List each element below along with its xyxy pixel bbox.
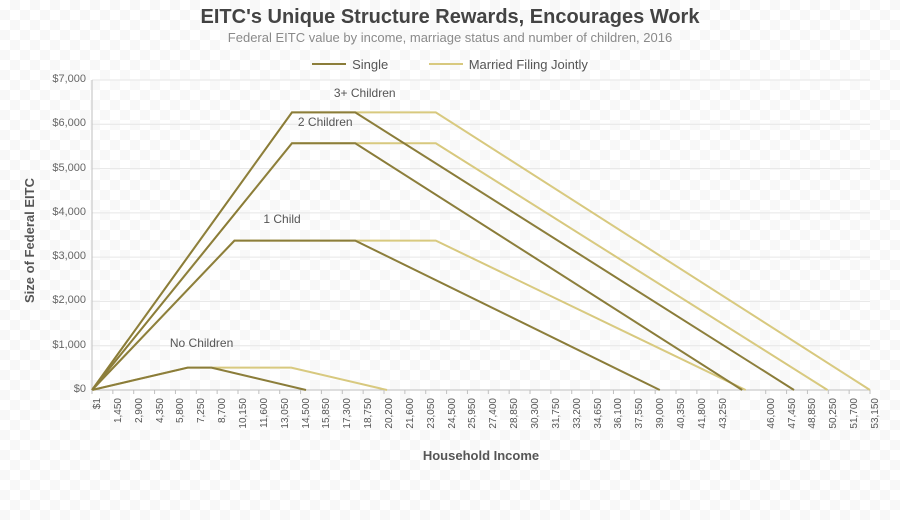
x-tick: 28,850 [509, 398, 520, 446]
x-tick: 50,250 [828, 398, 839, 446]
x-tick: 2,900 [134, 398, 145, 446]
x-tick: 23,050 [426, 398, 437, 446]
y-tick: $1,000 [38, 339, 86, 351]
chart-title: EITC's Unique Structure Rewards, Encoura… [0, 6, 900, 29]
x-tick: 24,500 [447, 398, 458, 446]
chart-container: { "title": {"text":"EITC's Unique Struct… [0, 0, 900, 520]
y-axis-label: Size of Federal EITC [22, 178, 37, 303]
x-tick: 36,100 [613, 398, 624, 446]
legend-item-single: Single [312, 57, 388, 72]
x-tick: 48,850 [807, 398, 818, 446]
x-tick: 5,800 [175, 398, 186, 446]
legend-swatch-single [312, 63, 346, 65]
x-tick: 47,450 [787, 398, 798, 446]
y-tick: $4,000 [38, 206, 86, 218]
y-tick: $5,000 [38, 162, 86, 174]
y-tick: $2,000 [38, 294, 86, 306]
x-tick: 13,050 [280, 398, 291, 446]
series-annotation: 3+ Children [334, 86, 396, 100]
legend: Single Married Filing Jointly [0, 52, 900, 72]
x-tick: 20,200 [384, 398, 395, 446]
x-tick: 39,000 [655, 398, 666, 446]
x-tick: 10,150 [238, 398, 249, 446]
x-tick: 18,750 [363, 398, 374, 446]
x-tick: 31,750 [551, 398, 562, 446]
series-annotation: No Children [170, 336, 233, 350]
x-tick: 30,300 [530, 398, 541, 446]
x-tick: 41,800 [697, 398, 708, 446]
x-tick: 7,250 [196, 398, 207, 446]
x-tick: 51,700 [849, 398, 860, 446]
legend-swatch-married [429, 63, 463, 65]
x-tick: 15,850 [321, 398, 332, 446]
series-annotation: 1 Child [263, 212, 300, 226]
x-tick: 1,450 [113, 398, 124, 446]
x-tick: $1 [92, 398, 103, 446]
series-annotation: 2 Children [298, 115, 353, 129]
x-tick: 17,300 [342, 398, 353, 446]
x-tick: 37,550 [634, 398, 645, 446]
x-tick: 4,350 [155, 398, 166, 446]
legend-label: Single [352, 57, 388, 72]
x-tick: 14,500 [301, 398, 312, 446]
y-tick: $6,000 [38, 117, 86, 129]
x-tick: 43,250 [718, 398, 729, 446]
x-tick: 25,950 [467, 398, 478, 446]
x-tick: 33,200 [572, 398, 583, 446]
chart-subtitle: Federal EITC value by income, marriage s… [0, 30, 900, 45]
x-tick: 46,000 [766, 398, 777, 446]
legend-label: Married Filing Jointly [469, 57, 588, 72]
legend-item-married: Married Filing Jointly [429, 57, 588, 72]
x-tick: 34,650 [593, 398, 604, 446]
x-tick: 11,600 [259, 398, 270, 446]
y-tick: $7,000 [38, 73, 86, 85]
x-tick: 53,150 [870, 398, 881, 446]
x-tick: 21,600 [405, 398, 416, 446]
x-tick: 27,400 [488, 398, 499, 446]
x-tick: 8,700 [217, 398, 228, 446]
x-axis-label: Household Income [92, 448, 870, 463]
y-tick: $3,000 [38, 250, 86, 262]
y-tick: $0 [38, 383, 86, 395]
x-tick: 40,350 [676, 398, 687, 446]
